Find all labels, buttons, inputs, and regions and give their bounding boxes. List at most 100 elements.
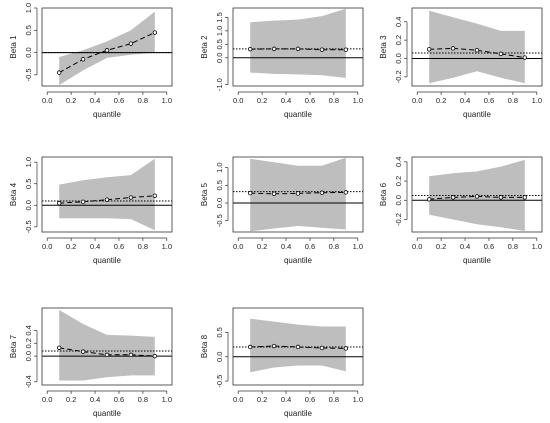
estimate-point bbox=[319, 345, 325, 351]
y-tick-label: 0.0 bbox=[24, 351, 33, 361]
y-tick-label: -1.0 bbox=[215, 78, 224, 91]
panel-8: 0.0 0.2 0.4 0.6 0.8 1.0 quantile -0.5 0.0 0.5 Beta… bbox=[200, 307, 364, 418]
y-axis-label: Beta 4 bbox=[9, 182, 18, 206]
panel-6: 0.0 0.2 0.4 0.6 0.8 1.0 quantile -0.2 0.0 0.2 0.4 B… bbox=[379, 157, 543, 265]
estimate-point bbox=[450, 195, 456, 200]
estimate-point bbox=[426, 47, 432, 52]
y-tick-label: 0.0 bbox=[215, 352, 224, 362]
y-tick-label: 0.2 bbox=[394, 176, 403, 186]
x-tick-label: 1.0 bbox=[353, 395, 363, 404]
estimate-point bbox=[128, 195, 134, 200]
y-tick-label: -0.2 bbox=[394, 70, 403, 83]
y-tick-label: -0.4 bbox=[24, 375, 33, 388]
x-tick-label: 0.8 bbox=[329, 96, 339, 105]
x-tick-label: 0.8 bbox=[138, 242, 148, 251]
x-tick-label: 1.0 bbox=[162, 242, 172, 251]
y-tick-label: -0.5 bbox=[215, 214, 224, 227]
x-tick-label: 0.0 bbox=[233, 395, 243, 404]
confidence-band bbox=[429, 10, 525, 84]
x-tick-label: 0.2 bbox=[436, 242, 446, 251]
x-tick-label: 0.0 bbox=[42, 242, 52, 251]
x-tick-label: 1.0 bbox=[353, 242, 363, 251]
x-tick-label: 0.6 bbox=[114, 395, 124, 404]
x-tick-label: 0.6 bbox=[305, 96, 315, 105]
y-axis-label: Beta 2 bbox=[200, 35, 209, 59]
y-tick-label: 0.0 bbox=[215, 198, 224, 208]
y-tick-label: 0.5 bbox=[215, 39, 224, 49]
y-tick-label: 0.4 bbox=[24, 325, 33, 335]
confidence-band bbox=[59, 158, 155, 231]
y-tick-label: -0.5 bbox=[24, 220, 33, 233]
x-tick-label: 0.0 bbox=[233, 242, 243, 251]
y-tick-label: 0.2 bbox=[394, 35, 403, 45]
y-tick-label: 0.0 bbox=[24, 200, 33, 210]
estimate-point bbox=[474, 194, 480, 199]
confidence-band bbox=[250, 8, 346, 78]
x-axis-label: quantile bbox=[463, 110, 492, 119]
x-tick-label: 0.4 bbox=[90, 242, 100, 251]
x-tick-label: 0.2 bbox=[257, 96, 267, 105]
estimate-point bbox=[295, 46, 301, 52]
y-tick-label: 1.5 bbox=[215, 12, 224, 22]
x-tick-label: 0.8 bbox=[138, 395, 148, 404]
y-axis-label: Beta 5 bbox=[200, 182, 209, 206]
x-tick-label: 0.4 bbox=[460, 96, 470, 105]
x-tick-label: 0.2 bbox=[66, 96, 76, 105]
plot-frame bbox=[41, 307, 173, 386]
x-tick-label: 0.0 bbox=[233, 96, 243, 105]
y-axis-label: Beta 7 bbox=[9, 334, 18, 358]
y-tick-label: 0.2 bbox=[24, 338, 33, 348]
y-axis-label: Beta 3 bbox=[379, 35, 388, 59]
x-tick-label: 0.2 bbox=[66, 242, 76, 251]
plot-frame bbox=[41, 7, 173, 87]
y-tick-label: 1.0 bbox=[24, 157, 33, 167]
x-tick-label: 0.4 bbox=[281, 242, 291, 251]
x-tick-label: 0.4 bbox=[281, 96, 291, 105]
y-tick-label: 0.5 bbox=[215, 180, 224, 190]
x-tick-label: 0.4 bbox=[460, 242, 470, 251]
x-tick-label: 0.6 bbox=[114, 242, 124, 251]
y-tick-label: 1.0 bbox=[215, 162, 224, 172]
estimate-point bbox=[104, 352, 110, 358]
y-axis-label: Beta 8 bbox=[200, 334, 209, 358]
x-axis-label: quantile bbox=[93, 256, 122, 265]
x-tick-label: 1.0 bbox=[353, 96, 363, 105]
x-axis-label: quantile bbox=[93, 110, 122, 119]
panel-4: 0.0 0.2 0.4 0.6 0.8 1.0 quantile -0.5 0.0 0.5 1.0 B… bbox=[9, 156, 173, 265]
estimate-point bbox=[498, 51, 504, 57]
panel-1: 0.0 0.2 0.4 0.6 0.8 1.0 quantile -0.5 0.0 0.5 1.0 B… bbox=[9, 3, 173, 119]
x-tick-label: 0.8 bbox=[138, 96, 148, 105]
x-axis-label: quantile bbox=[284, 110, 313, 119]
estimate-point bbox=[343, 47, 349, 52]
y-tick-label: 1.0 bbox=[24, 3, 33, 13]
x-tick-label: 0.0 bbox=[412, 96, 422, 105]
y-tick-label: 1.0 bbox=[215, 26, 224, 36]
estimate-point bbox=[271, 46, 277, 52]
y-tick-label: 0.4 bbox=[394, 17, 403, 27]
estimate-point bbox=[522, 195, 528, 200]
estimate-point bbox=[450, 46, 456, 51]
plot-frame bbox=[411, 7, 543, 87]
x-tick-label: 1.0 bbox=[162, 96, 172, 105]
x-axis-label: quantile bbox=[93, 409, 122, 418]
estimate-point bbox=[80, 57, 86, 62]
plot-frame bbox=[232, 307, 364, 386]
plot-frame bbox=[232, 156, 364, 233]
estimate-point bbox=[271, 343, 277, 349]
estimate-point bbox=[319, 190, 325, 195]
x-tick-label: 0.4 bbox=[90, 96, 100, 105]
y-tick-label: 0.5 bbox=[215, 327, 224, 337]
y-tick-label: 0.0 bbox=[24, 47, 33, 57]
estimate-point bbox=[56, 200, 62, 206]
x-tick-label: 0.6 bbox=[484, 96, 494, 105]
estimate-point bbox=[152, 353, 158, 359]
panel-3: 0.0 0.2 0.4 0.6 0.8 1.0 quantile -0.2 0.0 0.2 0.4 B… bbox=[379, 7, 543, 119]
x-tick-label: 0.2 bbox=[436, 96, 446, 105]
y-axis-label: Beta 1 bbox=[9, 35, 18, 59]
x-tick-label: 0.8 bbox=[508, 96, 518, 105]
x-tick-label: 0.2 bbox=[257, 242, 267, 251]
estimate-line bbox=[429, 47, 525, 59]
panel-7: 0.0 0.2 0.4 0.6 0.8 1.0 quantile -0.4 0.0 0.2 0.4 B… bbox=[9, 307, 173, 418]
estimate-point bbox=[152, 30, 158, 35]
